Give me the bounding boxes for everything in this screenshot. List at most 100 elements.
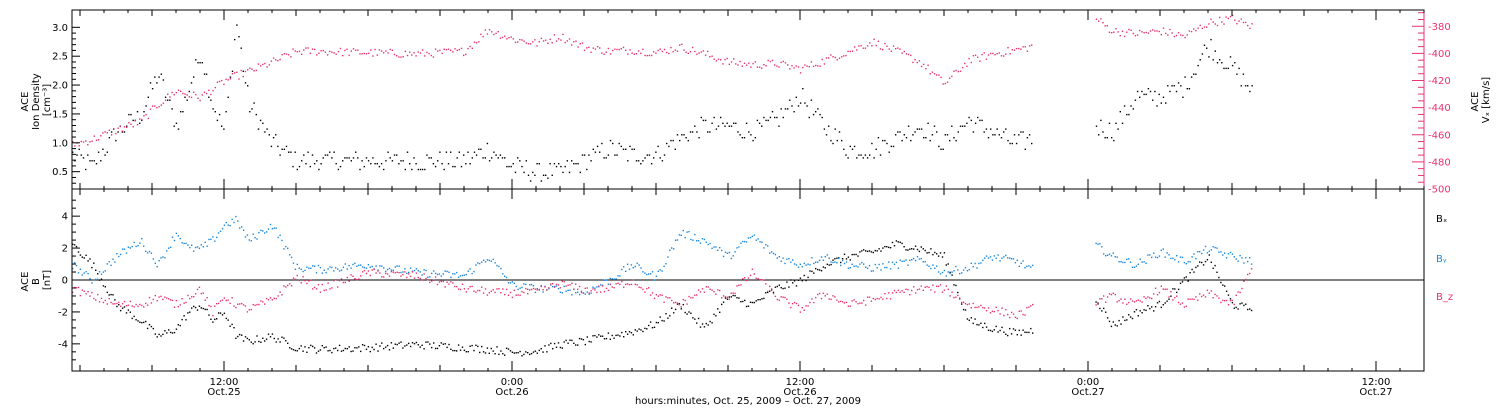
bz-point — [684, 299, 686, 302]
vx-point — [763, 64, 765, 66]
bz-point — [354, 278, 356, 280]
vx-point — [1095, 18, 1098, 20]
density-point — [1236, 73, 1238, 75]
vx-point — [631, 52, 633, 54]
bx-point — [644, 327, 646, 330]
density-point — [668, 145, 670, 148]
density-point — [506, 165, 508, 168]
bx-point — [734, 295, 736, 297]
vx-point — [1145, 31, 1147, 34]
vx-point — [1177, 32, 1180, 34]
bx-point — [540, 348, 542, 350]
density-point — [225, 111, 227, 113]
bx-point — [1214, 264, 1216, 267]
density-point — [456, 157, 458, 159]
bz-point — [557, 284, 560, 286]
bz-point — [244, 305, 247, 307]
vx-point — [1216, 24, 1219, 27]
bx-point — [1212, 267, 1214, 269]
by-point — [615, 278, 617, 280]
bz-point — [304, 280, 306, 282]
by-point — [1137, 263, 1139, 265]
density-point — [743, 137, 746, 139]
by-point — [1250, 263, 1253, 265]
bz-point — [83, 290, 85, 292]
bz-point — [461, 283, 464, 285]
vx-point — [529, 43, 532, 45]
by-point — [619, 275, 621, 277]
bx-point — [454, 349, 456, 352]
vx-point — [123, 126, 126, 128]
density-point — [907, 125, 910, 127]
bz-point — [949, 295, 951, 297]
by-point — [1176, 255, 1178, 257]
density-point — [521, 165, 523, 168]
density-point — [108, 137, 111, 139]
vx-point — [992, 52, 994, 55]
bx-point — [611, 334, 613, 337]
by-point — [95, 278, 97, 281]
bz-point — [1020, 310, 1022, 312]
density-point — [458, 151, 460, 153]
bz-point — [803, 309, 805, 311]
density-point — [409, 163, 411, 165]
density-point — [791, 105, 793, 107]
density-point — [93, 160, 95, 162]
vx-point — [910, 54, 912, 57]
by-point — [653, 279, 656, 281]
bx-point — [573, 342, 575, 344]
bz-point — [456, 285, 458, 288]
bx-point — [847, 256, 850, 258]
by-point — [317, 264, 320, 267]
vx-point — [1197, 27, 1199, 29]
vx-point — [1206, 26, 1208, 28]
by-point — [481, 261, 483, 263]
by-point — [749, 236, 752, 239]
bx-point — [504, 354, 506, 356]
by-point — [189, 246, 191, 249]
bz-point — [150, 302, 153, 304]
by-point — [413, 269, 416, 272]
by-point — [1170, 257, 1172, 260]
density-point — [821, 116, 823, 119]
density-point — [249, 111, 251, 113]
by-point — [354, 262, 356, 265]
density-point — [268, 134, 270, 136]
density-point — [231, 70, 234, 72]
vx-point — [504, 35, 506, 37]
density-point — [223, 128, 225, 130]
vx-point — [648, 54, 651, 57]
vx-point — [1003, 55, 1005, 57]
vx-point — [525, 42, 527, 44]
bz-point — [373, 268, 375, 270]
bx-point — [408, 342, 410, 345]
by-point — [682, 229, 684, 232]
density-point — [331, 157, 333, 159]
vx-point — [964, 62, 966, 65]
x-tick-time-label: 12:00 — [210, 377, 239, 388]
by-point — [337, 268, 339, 270]
bz-point — [755, 277, 757, 279]
bz-point — [709, 288, 711, 290]
density-point — [266, 128, 268, 130]
bz-point — [857, 303, 859, 305]
bx-point — [135, 319, 137, 321]
bx-point — [928, 251, 930, 254]
by-point — [738, 246, 740, 248]
vx-point — [346, 48, 348, 50]
by-point — [936, 265, 938, 267]
by-point — [509, 282, 512, 284]
by-point — [433, 270, 435, 272]
bz-point — [701, 288, 704, 290]
bz-point — [840, 300, 842, 303]
density-point — [177, 128, 180, 130]
density-point — [491, 157, 493, 159]
by-point — [696, 240, 698, 242]
by-point — [338, 270, 341, 272]
vx-point — [486, 33, 489, 35]
by-point — [868, 264, 871, 267]
bz-point — [471, 285, 473, 288]
bz-point — [889, 298, 892, 300]
density-point — [195, 59, 197, 61]
bx-point — [331, 351, 333, 354]
